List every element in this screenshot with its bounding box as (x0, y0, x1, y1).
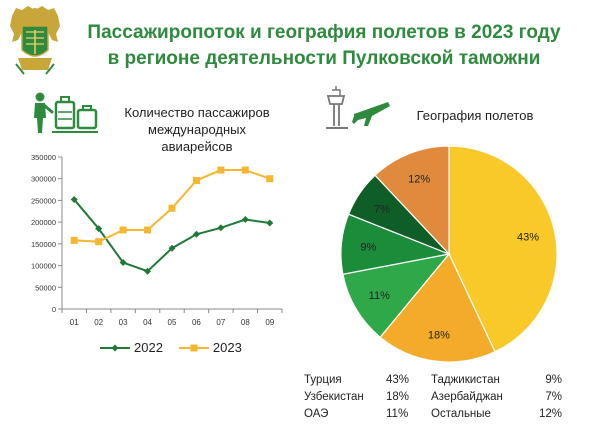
title-line-2: в регионе деятельности Пулковской таможн… (107, 48, 541, 69)
x-tick-label: 06 (192, 318, 201, 327)
geo-country: Таджикистан (431, 374, 500, 386)
data-point-2022 (192, 230, 200, 238)
data-point-2023 (95, 238, 103, 246)
data-point-2022 (119, 259, 127, 267)
geo-legend-row: ОАЭ 11% Остальные 12% (304, 406, 562, 423)
title-line-1: Пассажиропоток и география полетов в 202… (87, 22, 561, 43)
geo-pct: 18% (386, 391, 410, 403)
y-tick-label: 150000 (31, 240, 56, 249)
data-point-2023 (192, 176, 200, 184)
data-point-2022 (168, 244, 176, 252)
passengers-title-line-2: международных авиарейсов (148, 122, 246, 154)
data-point-2023 (70, 236, 78, 244)
data-point-2023 (144, 226, 152, 234)
pie-slice-Турция (448, 145, 558, 353)
y-tick-label: 50000 (35, 283, 56, 292)
x-tick-label: 09 (265, 318, 274, 327)
geo-legend-table: Турция 43% Таджикистан 9% Узбекистан 18%… (304, 372, 562, 423)
geo-legend-row: Узбекистан 18% Азербайджан 7% (304, 389, 562, 406)
y-tick-label: 350000 (31, 153, 56, 162)
geo-country: Узбекистан (304, 391, 364, 403)
customs-emblem-icon (10, 6, 60, 75)
pie-slice-ОАЭ (342, 253, 451, 339)
data-point-2023 (217, 166, 225, 174)
x-tick-label: 04 (143, 318, 152, 327)
x-tick-label: 05 (168, 318, 177, 327)
y-tick-label: 250000 (31, 196, 56, 205)
line-chart-legend: 2022 2023 (100, 340, 258, 355)
passengers-section-title: Количество пассажиров международных авиа… (112, 104, 282, 155)
geo-pct: 12% (538, 408, 562, 420)
data-point-2023 (266, 175, 274, 183)
geo-pct: 43% (386, 374, 410, 386)
pie-label: 9% (360, 241, 376, 253)
pie-label: 7% (374, 203, 390, 215)
geo-country: Азербайджан (431, 391, 503, 403)
data-point-2022 (241, 216, 249, 224)
y-tick-label: 100000 (31, 262, 56, 271)
data-point-2022 (95, 225, 103, 233)
geo-country: ОАЭ (304, 408, 329, 420)
geo-pct: 7% (545, 391, 562, 403)
geo-legend-row: Турция 43% Таджикистан 9% (304, 372, 562, 389)
geo-pct: 11% (386, 408, 409, 420)
pie-label: 18% (428, 329, 450, 341)
page-title: Пассажиропоток и география полетов в 202… (64, 20, 584, 72)
geo-section-title: География полетов (416, 108, 534, 123)
legend-label-2022: 2022 (134, 340, 163, 355)
legend-label-2023: 2023 (212, 340, 242, 355)
geo-country: Турция (304, 374, 342, 386)
data-point-2023 (119, 226, 127, 234)
legend-item-2023: 2023 (178, 340, 242, 355)
data-point-2023 (241, 166, 249, 174)
data-point-2022 (217, 224, 225, 232)
geo-country: Остальные (431, 408, 491, 420)
x-tick-label: 02 (94, 318, 103, 327)
pie-slice-Узбекистан (379, 252, 496, 363)
airport-tower-airplane-icon (326, 86, 390, 129)
data-point-2022 (144, 267, 152, 275)
passenger-luggage-icon (34, 92, 98, 133)
pie-slice-Остальные (374, 145, 450, 256)
y-tick-label: 0 (52, 305, 56, 314)
legend-item-2022: 2022 (100, 340, 163, 355)
y-tick-label: 300000 (31, 175, 56, 184)
x-tick-label: 07 (216, 318, 225, 327)
data-point-2022 (266, 219, 274, 227)
data-point-2022 (70, 196, 78, 204)
y-tick-label: 200000 (31, 218, 56, 227)
pie-label: 12% (408, 174, 430, 186)
geography-pie-chart: 43% 18% 11% 9% 7% 12% (340, 145, 558, 363)
passengers-title-line-1: Количество пассажиров (124, 105, 270, 120)
geo-pct: 9% (545, 374, 562, 386)
x-tick-label: 08 (241, 318, 250, 327)
legend-swatch-2022 (100, 344, 130, 351)
legend-swatch-2023 (178, 344, 209, 351)
pie-label: 43% (517, 231, 539, 243)
x-tick-label: 01 (70, 318, 79, 327)
passengers-line-chart: 0 50000 100000 150000 200000 250000 300000 3500… (31, 153, 283, 327)
x-tick-label: 03 (119, 318, 128, 327)
data-point-2023 (168, 204, 176, 212)
pie-label: 11% (369, 290, 390, 302)
